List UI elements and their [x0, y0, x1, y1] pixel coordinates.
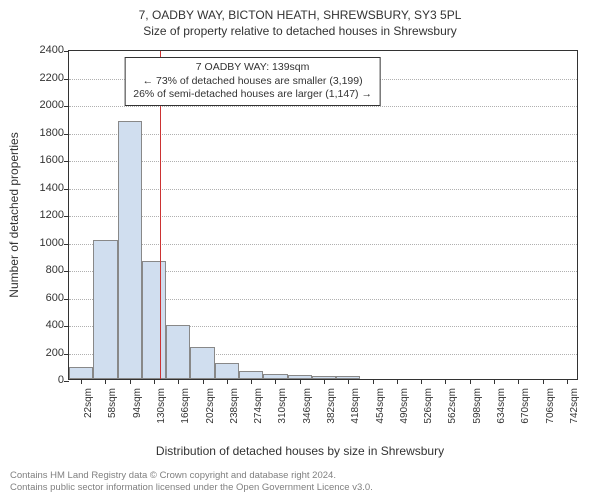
xtick-mark: [178, 379, 179, 384]
xtick-label: 274sqm: [253, 388, 264, 438]
xtick-label: 382sqm: [326, 388, 337, 438]
xtick-label: 202sqm: [205, 388, 216, 438]
ytick-mark: [64, 299, 69, 300]
gridline: [69, 216, 577, 217]
xtick-label: 58sqm: [107, 388, 118, 438]
histogram-bar: [69, 367, 93, 379]
annotation-line: ← 73% of detached houses are smaller (3,…: [133, 75, 372, 89]
ytick-label: 1200: [24, 209, 64, 221]
xtick-label: 166sqm: [180, 388, 191, 438]
xtick-label: 94sqm: [132, 388, 143, 438]
chart-title-line2: Size of property relative to detached ho…: [0, 24, 600, 40]
gridline: [69, 161, 577, 162]
xtick-label: 598sqm: [472, 388, 483, 438]
ytick-mark: [64, 79, 69, 80]
footer-attribution: Contains HM Land Registry data © Crown c…: [10, 470, 373, 494]
ytick-mark: [64, 189, 69, 190]
y-axis-label: Number of detached properties: [7, 132, 21, 297]
ytick-label: 1800: [24, 127, 64, 139]
xtick-mark: [470, 379, 471, 384]
xtick-mark: [494, 379, 495, 384]
xtick-mark: [543, 379, 544, 384]
xtick-mark: [154, 379, 155, 384]
histogram-bar: [142, 261, 166, 379]
xtick-mark: [421, 379, 422, 384]
xtick-label: 742sqm: [569, 388, 580, 438]
ytick-label: 1400: [24, 182, 64, 194]
xtick-label: 490sqm: [399, 388, 410, 438]
xtick-mark: [397, 379, 398, 384]
ytick-mark: [64, 354, 69, 355]
footer-line2: Contains public sector information licen…: [10, 482, 373, 494]
annotation-line: 7 OADBY WAY: 139sqm: [133, 61, 372, 75]
xtick-label: 562sqm: [447, 388, 458, 438]
xtick-mark: [251, 379, 252, 384]
ytick-label: 1000: [24, 237, 64, 249]
gridline: [69, 189, 577, 190]
ytick-mark: [64, 244, 69, 245]
xtick-mark: [300, 379, 301, 384]
xtick-label: 454sqm: [375, 388, 386, 438]
xtick-mark: [567, 379, 568, 384]
xtick-mark: [373, 379, 374, 384]
xtick-label: 706sqm: [545, 388, 556, 438]
ytick-mark: [64, 51, 69, 52]
chart-container: 7, OADBY WAY, BICTON HEATH, SHREWSBURY, …: [0, 8, 600, 458]
xtick-label: 418sqm: [350, 388, 361, 438]
xtick-label: 670sqm: [520, 388, 531, 438]
ytick-mark: [64, 134, 69, 135]
ytick-mark: [64, 216, 69, 217]
xtick-mark: [518, 379, 519, 384]
ytick-label: 2200: [24, 72, 64, 84]
histogram-bar: [118, 121, 142, 380]
xtick-mark: [445, 379, 446, 384]
xtick-label: 22sqm: [83, 388, 94, 438]
plot-region: 7 OADBY WAY: 139sqm← 73% of detached hou…: [68, 50, 578, 380]
histogram-bar: [166, 325, 190, 379]
ytick-label: 600: [24, 292, 64, 304]
xtick-mark: [203, 379, 204, 384]
xtick-mark: [324, 379, 325, 384]
xtick-label: 634sqm: [496, 388, 507, 438]
xtick-mark: [81, 379, 82, 384]
xtick-mark: [348, 379, 349, 384]
ytick-mark: [64, 271, 69, 272]
xtick-label: 346sqm: [302, 388, 313, 438]
ytick-mark: [64, 106, 69, 107]
x-axis-label: Distribution of detached houses by size …: [0, 444, 600, 458]
annotation-line: 26% of semi-detached houses are larger (…: [133, 88, 372, 102]
xtick-label: 130sqm: [156, 388, 167, 438]
gridline: [69, 244, 577, 245]
xtick-mark: [275, 379, 276, 384]
histogram-bar: [215, 363, 239, 380]
ytick-mark: [64, 381, 69, 382]
chart-title-line1: 7, OADBY WAY, BICTON HEATH, SHREWSBURY, …: [0, 8, 600, 24]
xtick-label: 310sqm: [277, 388, 288, 438]
ytick-label: 0: [24, 374, 64, 386]
xtick-mark: [105, 379, 106, 384]
ytick-label: 400: [24, 319, 64, 331]
histogram-bar: [190, 347, 214, 379]
gridline: [69, 134, 577, 135]
ytick-label: 2400: [24, 44, 64, 56]
ytick-mark: [64, 326, 69, 327]
footer-line1: Contains HM Land Registry data © Crown c…: [10, 470, 373, 482]
ytick-mark: [64, 161, 69, 162]
xtick-mark: [130, 379, 131, 384]
ytick-label: 800: [24, 264, 64, 276]
histogram-bar: [239, 371, 263, 379]
annotation-box: 7 OADBY WAY: 139sqm← 73% of detached hou…: [124, 57, 381, 106]
gridline: [69, 106, 577, 107]
histogram-bar: [93, 240, 117, 379]
ytick-label: 2000: [24, 99, 64, 111]
ytick-label: 200: [24, 347, 64, 359]
xtick-label: 526sqm: [423, 388, 434, 438]
xtick-mark: [227, 379, 228, 384]
xtick-label: 238sqm: [229, 388, 240, 438]
ytick-label: 1600: [24, 154, 64, 166]
